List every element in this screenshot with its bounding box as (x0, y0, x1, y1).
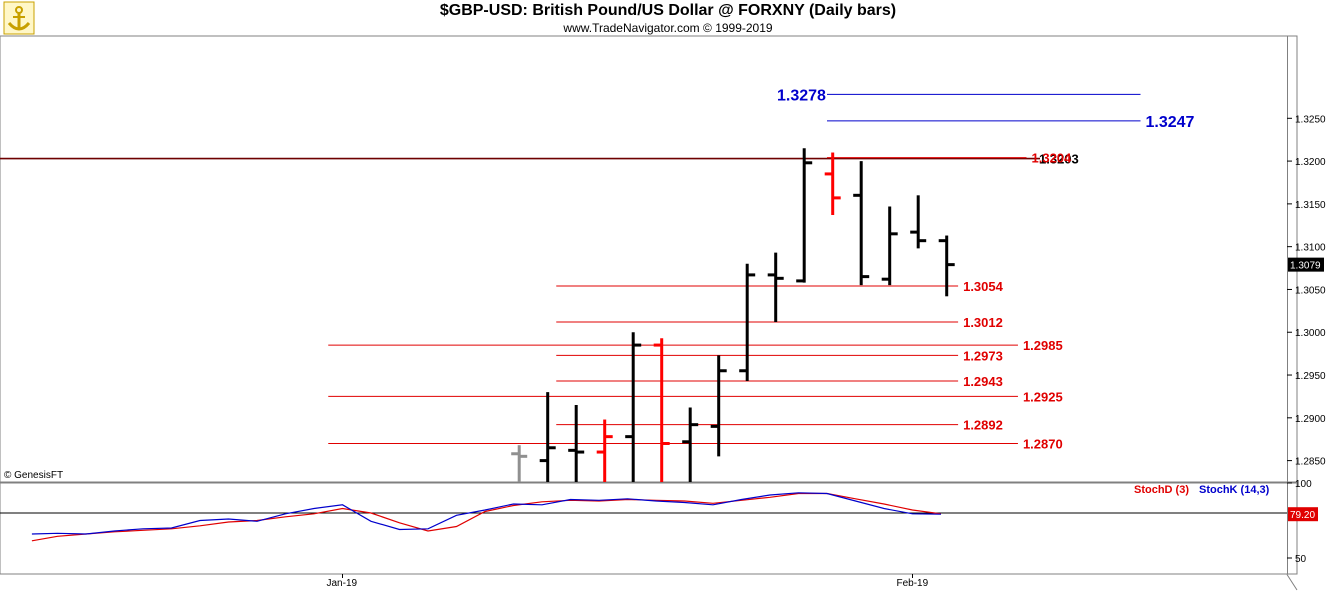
ohlc-bar (767, 252, 784, 322)
y-tick-label: 1.3200 (1295, 157, 1326, 168)
y-tick-label: 1.2950 (1295, 371, 1326, 382)
legend-stoch-d: StochD (3) (1134, 484, 1189, 496)
level-label: 1.3204 (1032, 151, 1073, 166)
stoch-last-box (1288, 507, 1318, 522)
level-label: 1.3247 (1146, 114, 1195, 131)
stoch-k-line (31, 492, 942, 535)
price-bars (511, 148, 955, 482)
chart-subtitle: www.TradeNavigator.com © 1999-2019 (563, 21, 773, 35)
ohlc-bar (596, 419, 613, 482)
y-tick-label: 1.2850 (1295, 457, 1326, 468)
axes: 1.3250 1.3200 1.3150 1.3100 1.3050 1.3000 1.29… (4, 114, 1326, 589)
chart-frame (0, 35, 1298, 591)
stoch-y-tick-label: 100 (1295, 479, 1312, 490)
ohlc-bar (625, 332, 642, 482)
level-label: 1.3012 (963, 315, 1003, 330)
y-tick-label: 1.3000 (1295, 328, 1326, 339)
ohlc-bar (881, 206, 898, 286)
ohlc-bar (682, 407, 699, 482)
level-label: 1.2973 (963, 348, 1003, 363)
legend-stoch-k: StochK (14,3) (1199, 484, 1270, 496)
chart-title: $GBP-USD: British Pound/US Dollar @ FORX… (439, 2, 897, 19)
stochastic-panel: 100 50 StochD (3) StochK (14,3) 79.20 (0, 479, 1318, 565)
level-label: 1.2892 (963, 418, 1003, 433)
ohlc-bar (653, 338, 670, 482)
last-price-box (1288, 257, 1324, 272)
level-label: 1.3054 (963, 279, 1004, 294)
level-label: 1.2925 (1023, 389, 1063, 404)
ohlc-bar (710, 355, 727, 457)
level-label: 1.3278 (777, 87, 826, 104)
ohlc-bar (568, 404, 585, 482)
ohlc-bar (539, 392, 556, 482)
ohlc-bar (796, 148, 813, 283)
y-tick-label: 1.3250 (1295, 114, 1326, 125)
ohlc-bar (739, 263, 756, 382)
ohlc-bar (910, 195, 927, 249)
level-label: 1.2870 (1023, 436, 1063, 451)
stoch-d-line (31, 492, 942, 542)
level-label: 1.2943 (963, 374, 1003, 389)
resistance-label: 1.3203 (1039, 152, 1079, 167)
x-tick-label: Feb-19 (897, 578, 929, 589)
ohlc-bar (853, 161, 870, 286)
ohlc-bar (824, 152, 841, 215)
y-tick-label: 1.3050 (1295, 285, 1326, 296)
axis-corner (1286, 574, 1298, 591)
level-label: 1.2985 (1023, 338, 1063, 353)
credit-label: © GenesisFT (4, 470, 63, 481)
y-tick-label: 1.2900 (1295, 414, 1326, 425)
ohlc-bar (938, 235, 955, 297)
stoch-last-label: 79.20 (1290, 510, 1315, 521)
ohlc-bar (511, 445, 528, 482)
tradenavigator-logo-icon (3, 1, 35, 35)
stoch-y-tick-label: 50 (1295, 554, 1307, 565)
plot-border (0, 35, 1298, 575)
x-tick-label: Jan-19 (327, 578, 358, 589)
y-tick-label: 1.3150 (1295, 200, 1326, 211)
last-price-label: 1.3079 (1290, 261, 1321, 272)
y-tick-label: 1.3100 (1295, 243, 1326, 254)
price-levels: 1.3203 1.3278 1.3247 1.3204 1.3054 1.3012 1.29… (0, 87, 1195, 451)
